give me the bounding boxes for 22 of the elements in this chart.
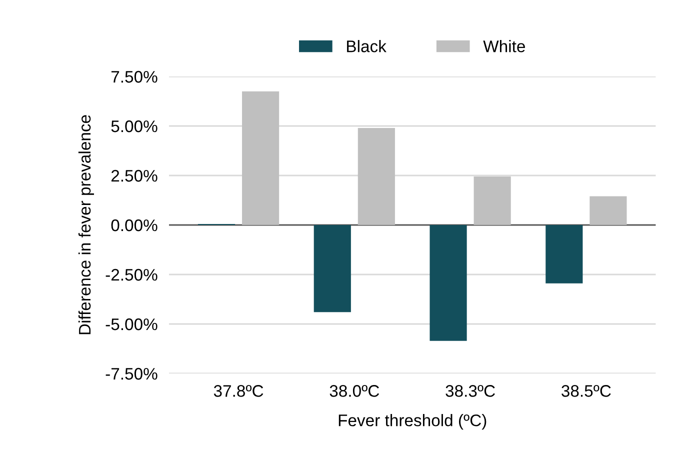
y-tick-label: -7.50% — [106, 368, 158, 380]
y-tick-label: -2.50% — [106, 268, 158, 281]
y-tick-label: 5.00% — [111, 120, 158, 132]
bar — [358, 128, 395, 225]
bar — [242, 91, 280, 225]
bar — [590, 196, 627, 225]
y-tick-label: 7.50% — [111, 70, 158, 83]
x-tick-label: 38.3ºC — [446, 385, 495, 397]
legend-label: Black — [347, 40, 386, 52]
y-axis-title: Difference in fever prevalence — [78, 115, 94, 334]
y-tick-label: 2.50% — [111, 170, 158, 182]
y-tick-label: 0.00% — [111, 219, 158, 232]
bar — [546, 225, 583, 284]
bar — [474, 176, 511, 225]
x-tick-label: 37.8ºC — [214, 385, 264, 397]
x-tick-label: 38.0ºC — [330, 385, 380, 397]
x-tick-label: 38.5ºC — [562, 385, 611, 397]
x-axis-title: Fever threshold (ºC) — [338, 414, 486, 430]
y-tick-label: -5.00% — [106, 318, 158, 330]
bar — [430, 225, 467, 341]
bar — [314, 225, 351, 312]
legend-label: White — [483, 40, 525, 52]
